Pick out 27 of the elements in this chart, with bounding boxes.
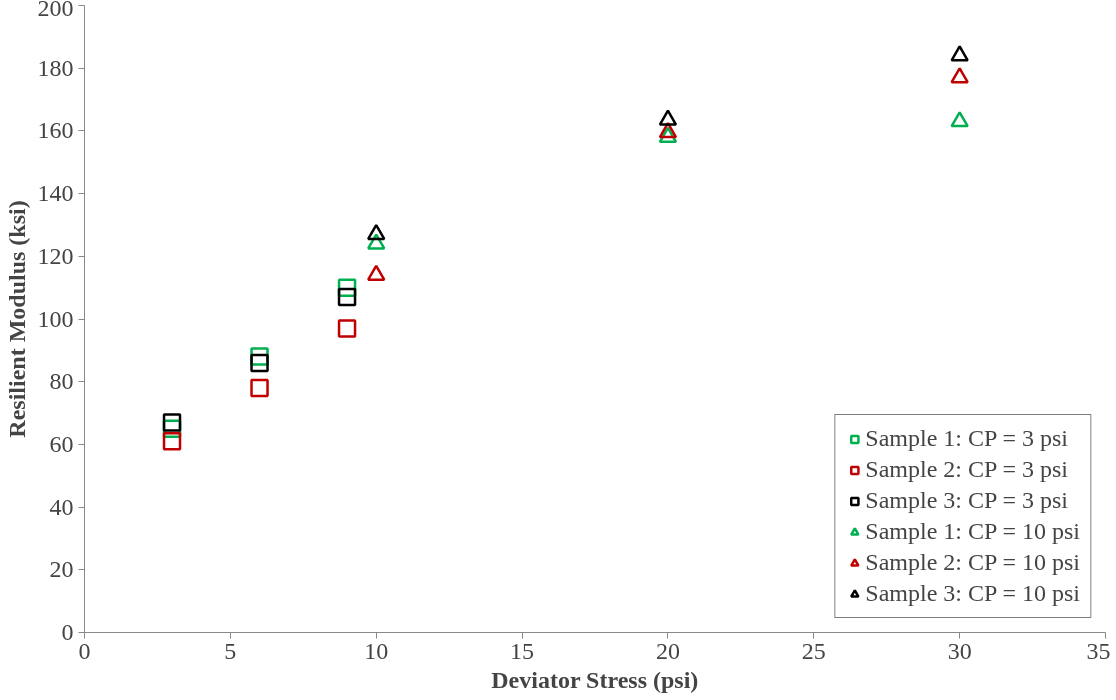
y-tick-label: 120 — [37, 242, 74, 269]
x-axis-title: Deviator Stress (psi) — [491, 666, 699, 693]
legend-label: Sample 2: CP = 10 psi — [865, 549, 1080, 576]
x-tick-label: 35 — [1086, 637, 1111, 664]
y-tick-label: 40 — [49, 493, 74, 520]
x-tick-label: 15 — [510, 637, 535, 664]
x-tick-label: 30 — [947, 637, 972, 664]
x-tick-label: 25 — [801, 637, 826, 664]
x-tick-label: 0 — [78, 637, 91, 664]
x-tick-label: 10 — [364, 637, 389, 664]
y-tick-label: 180 — [37, 54, 74, 81]
y-tick-label: 140 — [37, 180, 74, 207]
y-tick-label: 100 — [37, 305, 74, 332]
x-tick-label: 20 — [655, 637, 680, 664]
x-tick-label: 5 — [224, 637, 237, 664]
y-tick-label: 0 — [61, 619, 74, 645]
y-tick-label: 60 — [49, 430, 74, 457]
y-tick-label: 20 — [49, 556, 74, 583]
y-tick-label: 160 — [37, 117, 74, 144]
y-tick-label: 80 — [49, 368, 74, 395]
legend-label: Sample 1: CP = 10 psi — [865, 518, 1080, 545]
legend-label: Sample 3: CP = 10 psi — [865, 580, 1080, 607]
legend-label: Sample 3: CP = 3 psi — [865, 487, 1068, 514]
legend-label: Sample 1: CP = 3 psi — [865, 425, 1068, 452]
legend-label: Sample 2: CP = 3 psi — [865, 456, 1068, 483]
y-axis-title: Resilient Modulus (ksi) — [3, 200, 30, 438]
y-tick-label: 200 — [37, 0, 74, 21]
